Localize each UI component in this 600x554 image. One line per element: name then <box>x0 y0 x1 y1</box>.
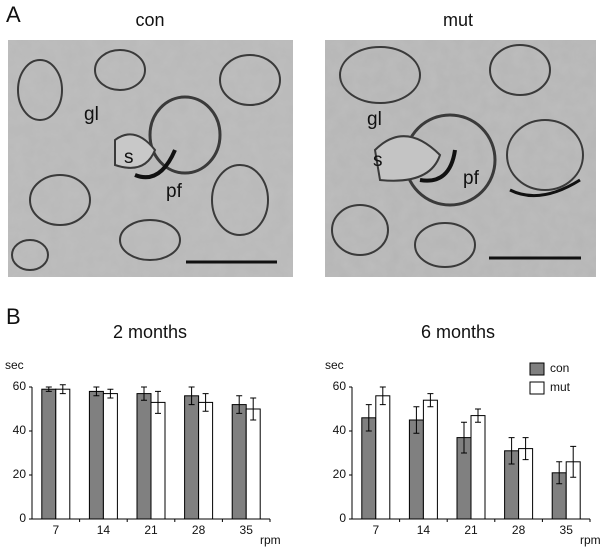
x-tick-label: 14 <box>97 523 111 537</box>
bar <box>198 401 214 520</box>
error-bar <box>141 386 147 401</box>
x-tick-label: 7 <box>52 523 59 537</box>
error-bar <box>570 445 577 478</box>
error-bar <box>236 395 243 414</box>
y-tick-label: 0 <box>19 511 26 525</box>
bar <box>136 393 152 520</box>
y-tick-label: 40 <box>333 423 347 437</box>
error-bar <box>188 386 195 406</box>
em-image <box>325 40 596 277</box>
error-bar <box>93 386 100 397</box>
bar <box>231 404 247 520</box>
x-tick-label: 35 <box>560 523 574 537</box>
x-axis-label: rpm <box>260 533 281 547</box>
x-tick-label: 14 <box>417 523 431 537</box>
error-bar <box>556 461 563 485</box>
error-bar <box>365 404 372 432</box>
error-bar <box>508 437 515 465</box>
legend-label: con <box>550 361 569 375</box>
y-tick-label: 60 <box>13 379 27 393</box>
y-axis-label: sec <box>5 358 24 372</box>
y-tick-label: 20 <box>13 467 27 481</box>
chart-title: 6 months <box>421 322 495 342</box>
chart-title: 2 months <box>113 322 187 342</box>
error-bar <box>427 393 434 408</box>
bar <box>102 393 118 520</box>
y-axis-label: sec <box>325 358 344 372</box>
y-tick-label: 0 <box>339 511 346 525</box>
bar <box>41 388 57 520</box>
panel-label: A <box>6 2 21 27</box>
x-axis-label: rpm <box>580 533 600 547</box>
structure-label: gl <box>84 104 99 125</box>
legend-swatch <box>529 381 545 395</box>
error-bar <box>413 406 420 434</box>
image-title: con <box>135 10 164 30</box>
error-bar <box>45 386 52 392</box>
image-title: mut <box>443 10 473 30</box>
x-tick-label: 28 <box>512 523 526 537</box>
bar <box>150 401 166 520</box>
x-tick-label: 28 <box>192 523 206 537</box>
structure-label: s <box>373 150 383 171</box>
bar <box>361 417 377 520</box>
error-bar <box>59 384 66 395</box>
x-tick-label: 35 <box>240 523 254 537</box>
bar <box>245 408 261 520</box>
structure-label: pf <box>166 181 183 202</box>
y-tick-label: 40 <box>13 423 27 437</box>
y-tick-label: 20 <box>333 467 347 481</box>
bar <box>184 395 200 520</box>
bar <box>375 395 391 520</box>
error-bar <box>155 390 161 414</box>
panel-label: B <box>6 304 21 329</box>
structure-label: gl <box>367 109 382 130</box>
x-tick-label: 21 <box>464 523 478 537</box>
error-bar <box>379 386 386 406</box>
legend-swatch <box>529 362 545 376</box>
error-bar <box>202 393 209 412</box>
error-bar <box>107 388 114 399</box>
x-tick-label: 21 <box>144 523 158 537</box>
legend-label: mut <box>550 380 571 394</box>
x-tick-label: 7 <box>372 523 379 537</box>
bar <box>88 390 104 520</box>
em-image <box>8 40 293 277</box>
bar <box>408 419 424 520</box>
error-bar <box>522 437 529 461</box>
y-tick-label: 60 <box>333 379 347 393</box>
structure-label: pf <box>463 168 480 189</box>
structure-label: s <box>124 147 134 168</box>
bar <box>55 388 71 520</box>
error-bar <box>475 408 481 423</box>
error-bar <box>461 421 467 454</box>
error-bar <box>250 397 257 421</box>
bar <box>422 399 438 520</box>
bar <box>470 415 486 520</box>
